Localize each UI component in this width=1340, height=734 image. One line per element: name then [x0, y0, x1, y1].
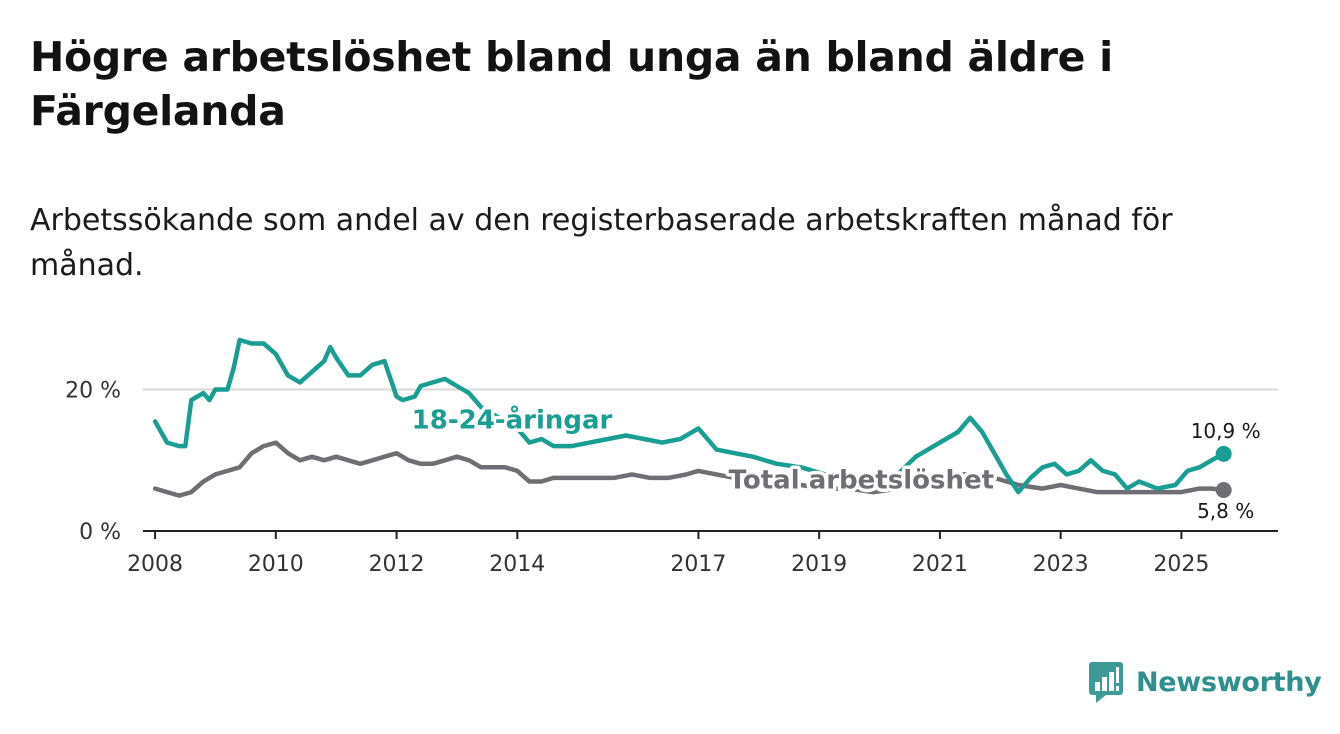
x-axis: 2008 2010 2012 2014 2017 2019 2021 2023 2025 — [127, 530, 1278, 577]
chart-title: Högre arbetslöshet bland unga än bland ä… — [30, 33, 1113, 135]
series-lines — [152, 337, 1232, 498]
series-label: Total arbetslöshet — [729, 466, 994, 496]
x-tick-label: 2019 — [791, 552, 847, 577]
x-tick-label: 2008 — [127, 552, 183, 577]
x-tick-label: 2021 — [912, 552, 968, 577]
series-label: 18-24-åringar — [412, 403, 613, 435]
brand-name: Newsworthy — [1136, 666, 1322, 698]
series-labels: 18-24-åringar Total arbetslöshet 10,9 % 5,8… — [408, 400, 1261, 523]
y-tick-label: 0 % — [79, 520, 121, 545]
x-tick-label: 2023 — [1033, 552, 1089, 577]
x-tick-label: 2012 — [369, 552, 425, 577]
y-tick-label: 20 % — [65, 379, 121, 404]
x-tick-label: 2010 — [248, 552, 304, 577]
series-end-point — [1215, 445, 1232, 462]
newsworthy-brand: Newsworthy — [1088, 660, 1322, 704]
x-tick-label: 2017 — [670, 552, 726, 577]
chart-subtitle: Arbetssökande som andel av den registerb… — [30, 203, 1173, 283]
series-line-total — [152, 440, 1226, 498]
x-tick-label: 2014 — [489, 552, 545, 577]
end-value-label-youth: 10,9 % — [1191, 419, 1261, 443]
end-value-label-total: 5,8 % — [1197, 499, 1254, 523]
newsworthy-logo-icon — [1089, 662, 1123, 703]
y-axis-ticks: 0 % 20 % — [65, 379, 121, 545]
x-tick-label: 2025 — [1153, 552, 1209, 577]
series-end-point — [1215, 481, 1232, 498]
series-line-youth — [152, 337, 1226, 495]
